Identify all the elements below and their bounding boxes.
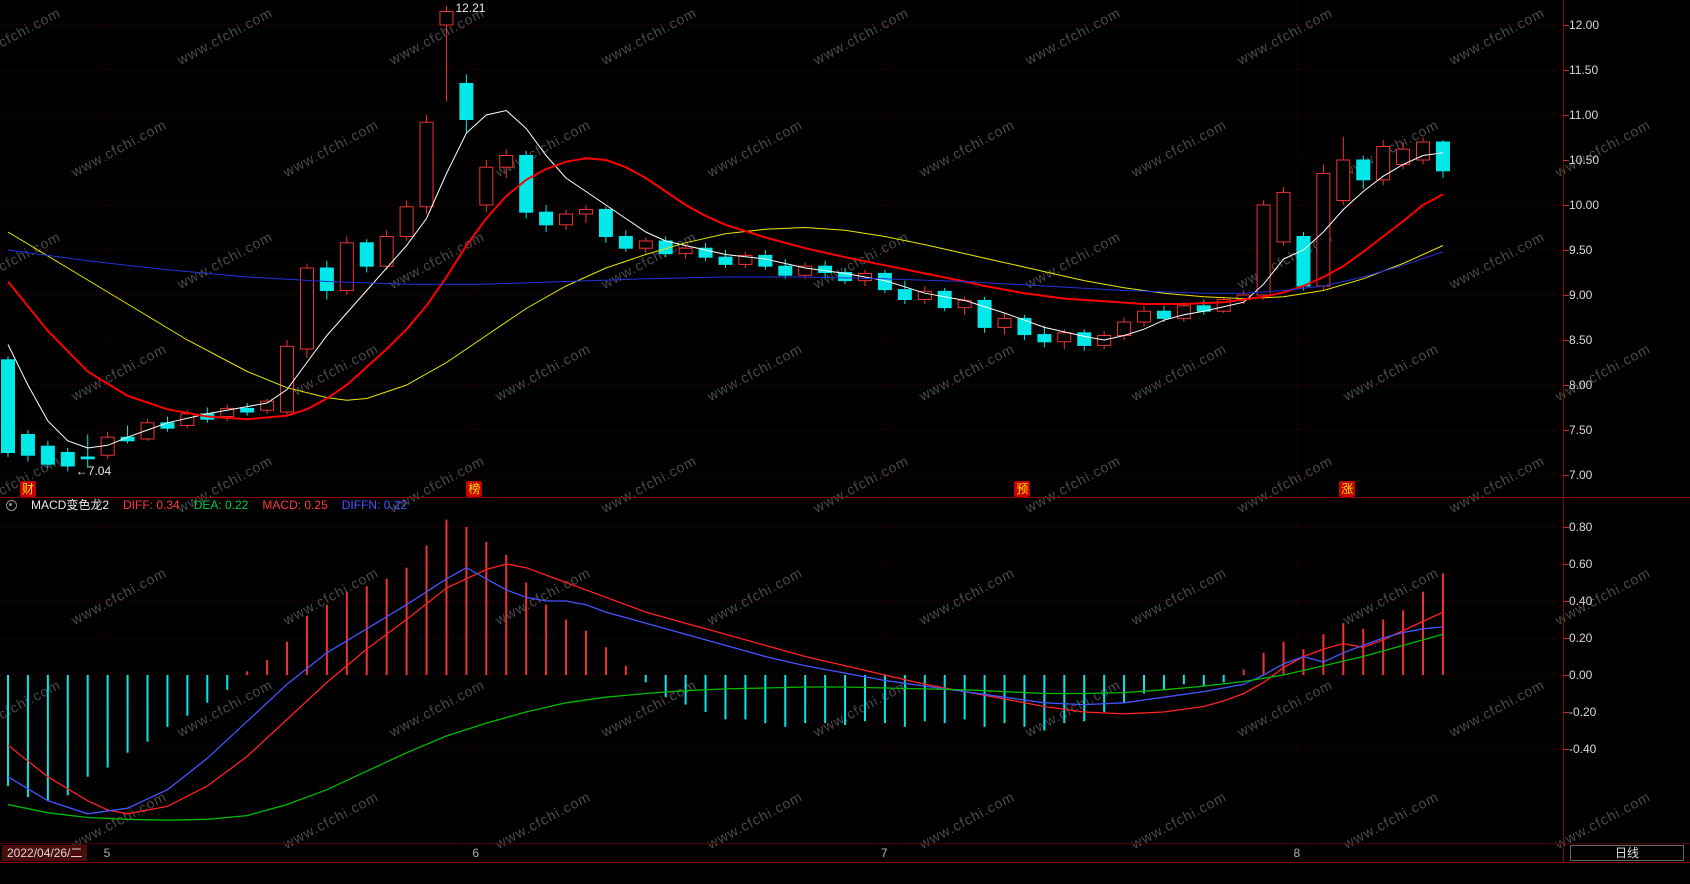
xaxis-divider-line	[0, 843, 1690, 844]
price-axis-label: 7.50	[1569, 423, 1593, 437]
diffn-line	[7, 566, 1444, 815]
price-axis-label: 7.00	[1569, 468, 1593, 482]
macd-axis-label: 0.40	[1569, 594, 1593, 608]
ma-fast-white-line	[7, 109, 1444, 449]
macd-axis-label: 0.60	[1569, 557, 1593, 571]
price-axis-tick	[1563, 160, 1569, 161]
dea-line	[7, 633, 1444, 821]
price-axis-label: 10.50	[1569, 153, 1600, 167]
price-axis-tick	[1563, 340, 1569, 341]
macd-axis-tick	[1563, 601, 1569, 602]
price-annotation: ←7.04	[75, 464, 112, 479]
price-axis-label: 8.00	[1569, 378, 1593, 392]
xaxis-month-label: 5	[103, 846, 111, 860]
period-selector[interactable]: 日线	[1570, 845, 1684, 861]
macd-axis-tick	[1563, 749, 1569, 750]
macd-axis-tick	[1563, 675, 1569, 676]
price-axis-separator-line	[1563, 0, 1564, 862]
indicator-value-2: MACD: 0.25	[262, 498, 328, 512]
price-axis-label: 11.00	[1569, 108, 1599, 122]
main-price-panel	[1, 6, 1450, 472]
price-axis-label: 8.50	[1569, 333, 1593, 347]
macd-axis-label: -0.20	[1569, 705, 1597, 719]
macd-axis-label: 0.00	[1569, 668, 1593, 682]
indicator-toggle-icon[interactable]	[6, 499, 17, 511]
ma-trend-blue-line	[7, 249, 1444, 294]
price-axis-label: 11.50	[1569, 63, 1599, 77]
price-axis-tick	[1563, 250, 1569, 251]
price-axis-tick	[1563, 385, 1569, 386]
price-axis-label: 12.00	[1569, 18, 1600, 32]
start-date-label: 2022/04/26/二	[2, 845, 88, 861]
price-axis-tick	[1563, 205, 1569, 206]
event-marker[interactable]: 预	[1014, 481, 1031, 497]
macd-axis-tick	[1563, 712, 1569, 713]
indicator-value-1: DEA: 0.22	[193, 498, 249, 512]
grid-layer	[0, 0, 1563, 843]
event-marker[interactable]: 财	[19, 481, 36, 497]
price-annotation: 12.21	[455, 1, 486, 16]
macd-panel	[7, 519, 1444, 821]
price-axis-tick	[1563, 25, 1569, 26]
price-axis-tick	[1563, 430, 1569, 431]
event-marker[interactable]: 榜	[466, 481, 483, 497]
price-axis-tick	[1563, 115, 1569, 116]
indicator-value-3: DIFFN: 0.22	[341, 498, 408, 512]
macd-axis-label: 0.80	[1569, 520, 1593, 534]
xaxis-month-label: 7	[880, 846, 888, 860]
xaxis-month-label: 6	[472, 846, 480, 860]
macd-axis-tick	[1563, 564, 1569, 565]
macd-axis-label: -0.40	[1569, 742, 1597, 756]
diff-line	[7, 563, 1444, 815]
price-axis-tick	[1563, 295, 1569, 296]
price-axis-tick	[1563, 475, 1569, 476]
ma-mid-red-line	[7, 157, 1444, 421]
price-axis-tick	[1563, 70, 1569, 71]
bottom-border-line	[0, 862, 1690, 863]
indicator-value-0: DIFF: 0.34	[123, 498, 180, 512]
xaxis-month-label: 8	[1293, 846, 1301, 860]
price-axis-label: 9.00	[1569, 288, 1593, 302]
macd-axis-tick	[1563, 638, 1569, 639]
macd-axis-tick	[1563, 527, 1569, 528]
panel-divider-line	[0, 497, 1690, 498]
event-marker[interactable]: 涨	[1339, 481, 1356, 497]
macd-axis-label: 0.20	[1569, 631, 1593, 645]
price-axis-label: 9.50	[1569, 243, 1593, 257]
price-axis-label: 10.00	[1569, 198, 1600, 212]
indicator-title[interactable]: MACD变色龙2	[31, 498, 110, 512]
indicator-header: MACD变色龙2 DIFF: 0.34 DEA: 0.22 MACD: 0.25…	[0, 498, 1568, 512]
